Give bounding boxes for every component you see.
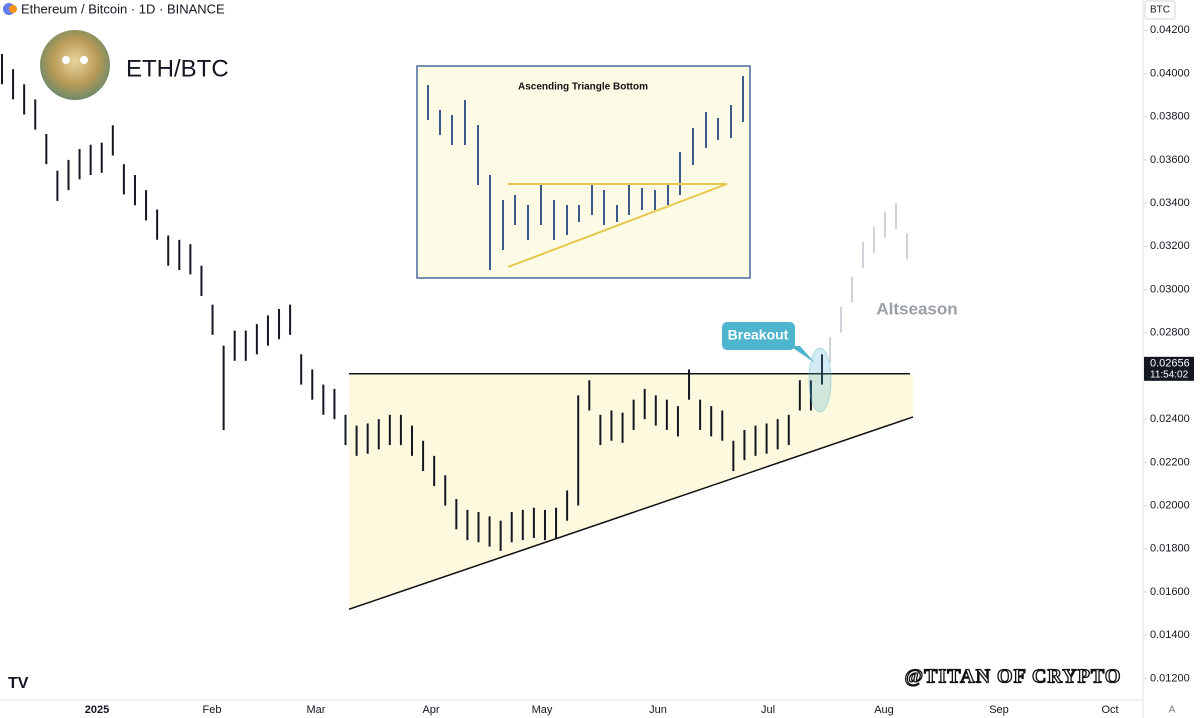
y-tick-label: 0.03000: [1150, 283, 1190, 295]
currency-box: [1144, 0, 1176, 20]
y-tick-label: 0.01800: [1150, 543, 1190, 555]
x-tick-label: Jul: [761, 704, 775, 716]
x-tick-label: Mar: [307, 704, 326, 716]
y-tick-label: 0.03800: [1150, 111, 1190, 123]
symbol-icon: [9, 5, 17, 13]
avatar-eye: [80, 56, 88, 64]
x-tick-label: Feb: [203, 704, 222, 716]
y-tick-label: 0.02200: [1150, 456, 1190, 468]
last-price: 0.02656: [1150, 358, 1190, 370]
inset-support: [507, 183, 728, 268]
symbol-title: ETH/BTC: [126, 55, 229, 82]
inset-bars: [427, 76, 744, 270]
inset-title: Ascending Triangle Bottom: [518, 82, 648, 93]
avatar-eye: [62, 56, 70, 64]
support-line: [348, 416, 914, 610]
y-tick-label: 0.04000: [1150, 67, 1190, 79]
breakout-callout: [722, 322, 795, 350]
watermark: @TITAN OF CRYPTO: [905, 666, 1122, 688]
breakout-label: Breakout: [728, 327, 789, 343]
inset-frame: [416, 65, 751, 279]
x-tick-label: Oct: [1101, 704, 1118, 716]
plot-area: [1, 54, 914, 610]
triangle-fill: [349, 373, 913, 610]
avatar: [40, 30, 110, 100]
y-tick-label: 0.03200: [1150, 240, 1190, 252]
x-tick-label: May: [532, 704, 553, 716]
last-price-box: [1144, 356, 1194, 381]
altseason-label: Altseason: [876, 299, 957, 318]
y-tick-label: 0.04200: [1150, 24, 1190, 36]
y-tick-label: 0.01600: [1150, 586, 1190, 598]
x-tick-label: 2025: [85, 704, 109, 716]
countdown: 11:54:02: [1150, 369, 1189, 380]
currency: BTC: [1150, 5, 1170, 16]
tv-logo: TV: [8, 675, 29, 692]
x-tick-label: Apr: [422, 704, 439, 716]
y-tick-label: 0.03400: [1150, 197, 1190, 209]
y-tick-label: 0.01400: [1150, 629, 1190, 641]
breakout-highlight: [808, 347, 832, 413]
header: Ethereum / Bitcoin · 1D · BINANCE: [21, 1, 225, 16]
x-tick-label: Aug: [874, 704, 894, 716]
y-tick-label: 0.02800: [1150, 327, 1190, 339]
x-tick-label: Sep: [989, 704, 1009, 716]
x-tick-label: Jun: [649, 704, 667, 716]
scale-mode: A: [1169, 705, 1176, 716]
y-tick-label: 0.01200: [1150, 672, 1190, 684]
inset: Ascending Triangle Bottom: [416, 65, 751, 279]
y-tick-label: 0.02000: [1150, 499, 1190, 511]
y-tick-label: 0.02400: [1150, 413, 1190, 425]
y-tick-label: 0.03600: [1150, 154, 1190, 166]
callout-pointer: [790, 346, 815, 363]
